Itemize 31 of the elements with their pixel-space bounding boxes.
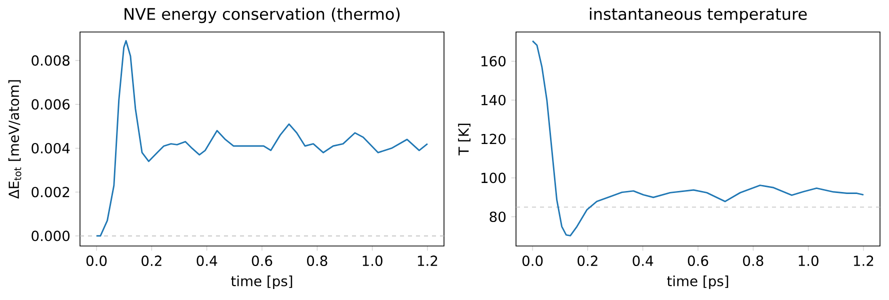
line-series — [532, 40, 864, 236]
x-tick-label: 0.8 — [743, 256, 764, 266]
x-tick-label: 0.6 — [252, 256, 272, 266]
y-axis-title: ΔE$_{tot}$ [meV/atom] — [8, 80, 22, 199]
x-tick-label: 1.0 — [798, 256, 818, 266]
x-tick-label: 0.2 — [578, 256, 598, 266]
y-tick-label: 80 — [490, 212, 506, 222]
x-axis-title: time [ps] — [231, 276, 292, 289]
x-tick-label: 1.0 — [362, 256, 382, 266]
x-tick-label: 0.8 — [307, 256, 328, 266]
x-tick-label: 0.2 — [142, 256, 162, 266]
x-tick-label: 1.2 — [418, 256, 438, 266]
y-tick-label: 0.008 — [32, 55, 70, 66]
chart-title: instantaneous temperature — [590, 8, 807, 24]
y-tick-label: 0.004 — [32, 142, 70, 154]
y-tick-label: 0.000 — [32, 230, 70, 242]
y-tick-label: 0.002 — [32, 186, 70, 198]
chart-title: NVE energy conservation (thermo) — [124, 8, 400, 24]
y-tick-label: 120 — [482, 134, 506, 144]
x-axis-title: time [ps] — [667, 276, 728, 289]
y-tick-label: 100 — [482, 172, 506, 184]
x-tick-label: 1.2 — [854, 256, 874, 266]
x-tick-label: 0.0 — [522, 256, 543, 266]
y-axis-title: T [K] — [458, 124, 470, 156]
x-tick-label: 0.4 — [196, 256, 218, 266]
y-tick-label: 160 — [482, 56, 506, 66]
x-tick-label: 0.0 — [86, 256, 107, 266]
y-tick-label: 140 — [482, 94, 506, 106]
x-tick-label: 0.6 — [688, 256, 708, 266]
y-tick-label: 0.006 — [32, 99, 70, 110]
x-tick-label: 0.4 — [632, 256, 654, 266]
